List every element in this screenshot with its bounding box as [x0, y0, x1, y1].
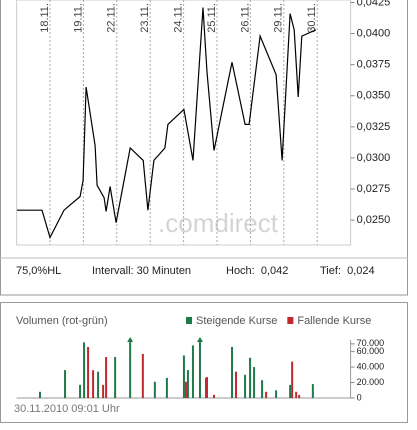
y-tick-label: 0,0300	[357, 152, 391, 164]
volume-bar	[102, 384, 105, 398]
x-tick-label: 18.11.	[39, 3, 51, 33]
footer: 30.11.2010 09:01 Uhr	[14, 403, 120, 415]
volume-bar	[295, 391, 298, 398]
info-low: Tief: 0,024	[320, 265, 375, 277]
volume-bar	[97, 371, 100, 398]
volume-bar	[165, 377, 168, 398]
volume-bar	[64, 370, 67, 398]
x-tick-label: 25.11.	[206, 3, 218, 33]
y-tick-label: 0,0400	[357, 27, 391, 39]
y-tick-label: 0,0275	[357, 183, 391, 195]
volume-bar	[87, 346, 90, 398]
volume-bar	[38, 391, 41, 398]
x-tick-label: 26.11.	[239, 3, 251, 33]
volume-bar	[184, 381, 187, 398]
volume-bar	[83, 342, 86, 398]
volume-bar	[311, 384, 314, 398]
y-tick-label: 0,0250	[357, 214, 391, 226]
volume-bar	[212, 394, 215, 398]
x-tick-label: 29.11.	[273, 3, 285, 33]
volume-bar	[92, 370, 95, 398]
volume-bar	[253, 367, 256, 398]
volume-bar	[198, 340, 201, 398]
volume-bar	[186, 370, 189, 398]
x-tick-label: 23.11.	[139, 3, 151, 33]
volume-bar	[244, 374, 247, 398]
y-tick-label: 0,0425	[357, 0, 391, 8]
watermark: .comdirect	[158, 208, 279, 238]
price-line	[16, 7, 317, 240]
volume-bar	[289, 384, 292, 398]
volume-bar	[249, 357, 252, 398]
x-tick-label: 19.11.	[72, 3, 84, 33]
plot-area	[16, 0, 352, 246]
info-high: Hoch: 0,042	[226, 265, 288, 277]
y-tick-label: 0	[357, 392, 362, 402]
volume-bar	[191, 345, 194, 398]
volume-bar	[114, 357, 117, 398]
y-tick-label: 0,0375	[357, 59, 391, 71]
info-range: 75,0%HL	[16, 265, 61, 277]
overflow-arrow	[127, 337, 134, 342]
x-tick-label: 30.11.	[306, 3, 318, 33]
y-tick-label: 40.000	[357, 361, 385, 371]
legend-swatch	[287, 317, 294, 324]
legend-swatch	[186, 317, 192, 324]
volume-bar	[298, 394, 301, 398]
volume-bar	[235, 371, 238, 398]
volume-bar	[231, 346, 234, 398]
y-tick-label: 20.000	[357, 377, 385, 387]
volume-bar	[129, 340, 132, 398]
overflow-arrow	[196, 337, 203, 342]
legend-label: Fallende Kurse	[297, 315, 371, 327]
volume-title: Volumen (rot-grün)	[16, 315, 108, 327]
legend-label: Steigende Kurse	[196, 315, 277, 327]
info-interval: Intervall: 30 Minuten	[92, 265, 191, 277]
volume-bar	[79, 384, 82, 398]
volume-bar	[205, 377, 208, 398]
price-panel	[0, 0, 408, 296]
x-tick-label: 22.11.	[106, 3, 118, 33]
volume-bar	[204, 377, 207, 398]
volume-bar	[141, 353, 144, 398]
volume-bar	[275, 390, 278, 398]
x-tick-label: 24.11.	[173, 3, 185, 33]
y-tick-label: 70.000	[357, 338, 385, 348]
volume-panel	[0, 302, 408, 423]
y-tick-label: 0,0350	[357, 90, 391, 102]
volume-bar	[291, 361, 294, 398]
volume-bar	[182, 355, 185, 398]
volume-bar	[153, 381, 156, 398]
volume-bar	[105, 357, 108, 398]
volume-bar	[265, 391, 268, 398]
y-tick-label: 60.000	[357, 346, 385, 356]
y-tick-label: 0,0325	[357, 121, 391, 133]
volume-bar	[261, 380, 264, 398]
